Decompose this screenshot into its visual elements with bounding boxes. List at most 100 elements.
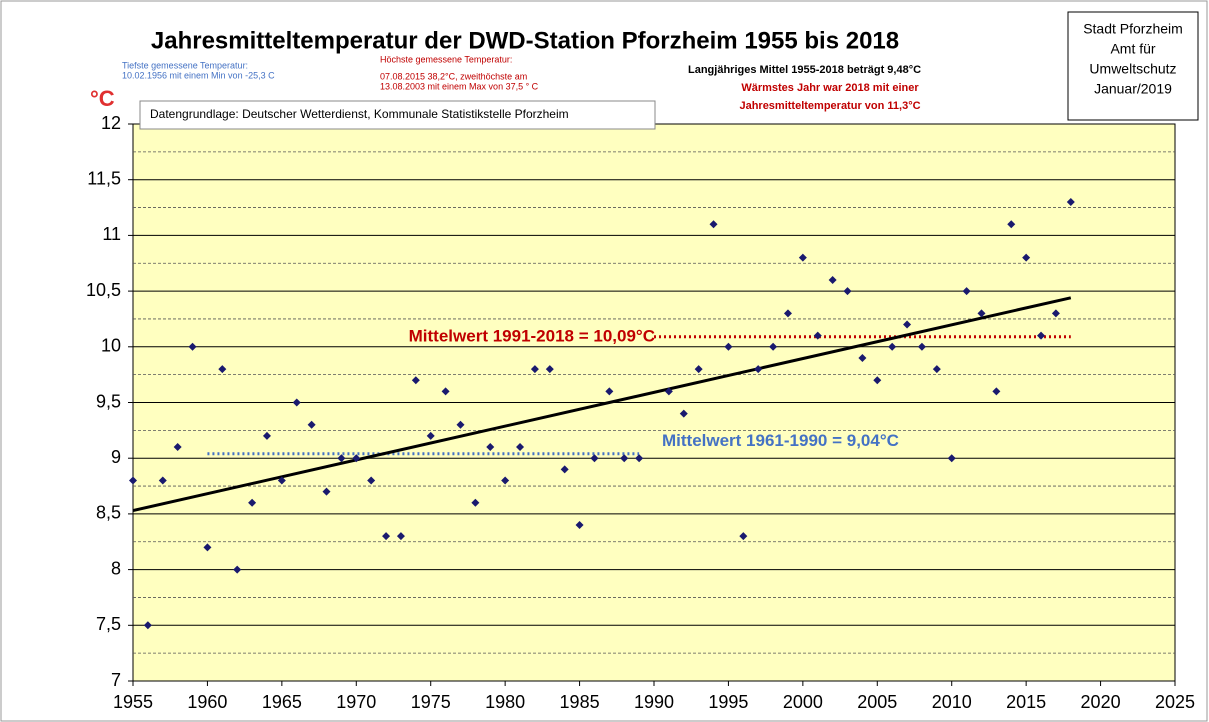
data-point — [560, 465, 569, 474]
y-tick-label: 8,5 — [96, 503, 121, 523]
note: Langjähriges Mittel 1955-2018 beträgt 9,… — [688, 64, 921, 76]
data-point — [129, 476, 137, 485]
data-point — [277, 476, 286, 485]
data-point — [813, 331, 822, 340]
x-tick-label: 1960 — [187, 692, 227, 712]
data-point — [158, 476, 167, 485]
note: Tiefste gemessene Temperatur: — [122, 60, 248, 70]
data-point — [917, 342, 926, 351]
data-point — [739, 532, 748, 541]
data-point — [977, 309, 986, 318]
data-point — [501, 476, 510, 485]
data-point — [173, 443, 182, 452]
note: Höchste gemessene Temperatur: — [380, 54, 512, 64]
data-point — [411, 376, 420, 385]
data-point — [664, 387, 673, 396]
data-point — [932, 365, 941, 374]
x-tick-label: 2025 — [1155, 692, 1195, 712]
y-tick-label: 11,5 — [87, 168, 121, 188]
office-box — [1067, 11, 1199, 121]
data-point — [962, 287, 971, 296]
x-tick-label: 2010 — [932, 692, 972, 712]
x-tick-label: 1980 — [485, 692, 525, 712]
data-point — [1037, 331, 1046, 340]
office: Januar/2019 — [1094, 81, 1172, 97]
data-point — [367, 476, 376, 485]
data-point — [143, 621, 152, 630]
trend-line — [132, 296, 1072, 513]
data-point — [441, 387, 450, 396]
x-tick-label: 1985 — [560, 692, 600, 712]
data-point — [1051, 309, 1060, 318]
note: 10.02.1956 mit einem Min von -25,3 C — [122, 70, 275, 80]
data-point — [769, 342, 778, 351]
y-tick-label: 7,5 — [96, 614, 121, 634]
data-point — [605, 387, 614, 396]
x-tick-label: 1970 — [336, 692, 376, 712]
x-tick-label: 1975 — [411, 692, 451, 712]
data-point — [1007, 220, 1016, 229]
data-point — [798, 253, 807, 262]
data-point — [203, 543, 212, 552]
x-tick-label: 2000 — [783, 692, 823, 712]
x-tick-label: 2015 — [1006, 692, 1046, 712]
mean-label: Mittelwert 1961-1990 = 9,04°C — [662, 431, 899, 450]
data-point — [1022, 253, 1031, 262]
data-point — [709, 220, 718, 229]
x-tick-label: 1995 — [708, 692, 748, 712]
data-point — [858, 353, 867, 362]
data-point — [843, 287, 852, 296]
data-point — [635, 454, 644, 463]
x-tick-label: 1955 — [113, 692, 153, 712]
data-point — [620, 454, 629, 463]
x-tick-label: 2020 — [1081, 692, 1121, 712]
data-point — [530, 365, 539, 374]
data-point — [262, 431, 271, 440]
data-point — [486, 443, 495, 452]
y-axis-label: °C — [90, 86, 115, 111]
office: Stadt Pforzheim — [1083, 21, 1183, 37]
y-tick-label: 7 — [111, 670, 121, 690]
y-tick-label: 11 — [102, 224, 121, 244]
data-point — [873, 376, 882, 385]
data-point — [888, 342, 897, 351]
source: Datengrundlage: Deutscher Wetterdienst, … — [150, 107, 569, 121]
data-point — [1066, 197, 1075, 206]
data-point — [382, 532, 391, 541]
data-point — [754, 365, 763, 374]
data-point — [456, 420, 465, 429]
data-point — [724, 342, 733, 351]
data-point — [396, 532, 405, 541]
office: Amt für — [1110, 41, 1155, 57]
x-tick-label: 2005 — [857, 692, 897, 712]
data-point — [322, 487, 331, 496]
y-tick-label: 9,5 — [96, 391, 121, 411]
note: Jahresmitteltemperatur von 11,3°C — [739, 100, 920, 112]
y-tick-label: 12 — [101, 113, 121, 133]
data-point — [545, 365, 554, 374]
data-point — [783, 309, 792, 318]
y-tick-label: 10,5 — [86, 280, 121, 300]
data-point — [337, 454, 346, 463]
data-point — [218, 365, 227, 374]
data-point — [352, 454, 361, 463]
chart-title: Jahresmitteltemperatur der DWD-Station P… — [151, 27, 899, 54]
source-box — [139, 100, 656, 130]
data-point — [307, 420, 316, 429]
note: 13.08.2003 mit einem Max von 37,5 ° C — [380, 81, 539, 91]
y-tick-label: 8 — [111, 558, 121, 578]
data-point — [694, 365, 703, 374]
data-point — [590, 454, 599, 463]
data-point — [426, 431, 435, 440]
data-point — [992, 387, 1001, 396]
data-point — [471, 498, 480, 507]
x-tick-label: 1990 — [634, 692, 674, 712]
data-point — [233, 565, 242, 574]
y-tick-label: 10 — [101, 336, 121, 356]
mean-label: Mittelwert 1991-2018 = 10,09°C — [409, 326, 655, 345]
office: Umweltschutz — [1089, 61, 1176, 77]
data-point — [947, 454, 956, 463]
data-point — [828, 275, 837, 284]
data-point — [679, 409, 688, 418]
